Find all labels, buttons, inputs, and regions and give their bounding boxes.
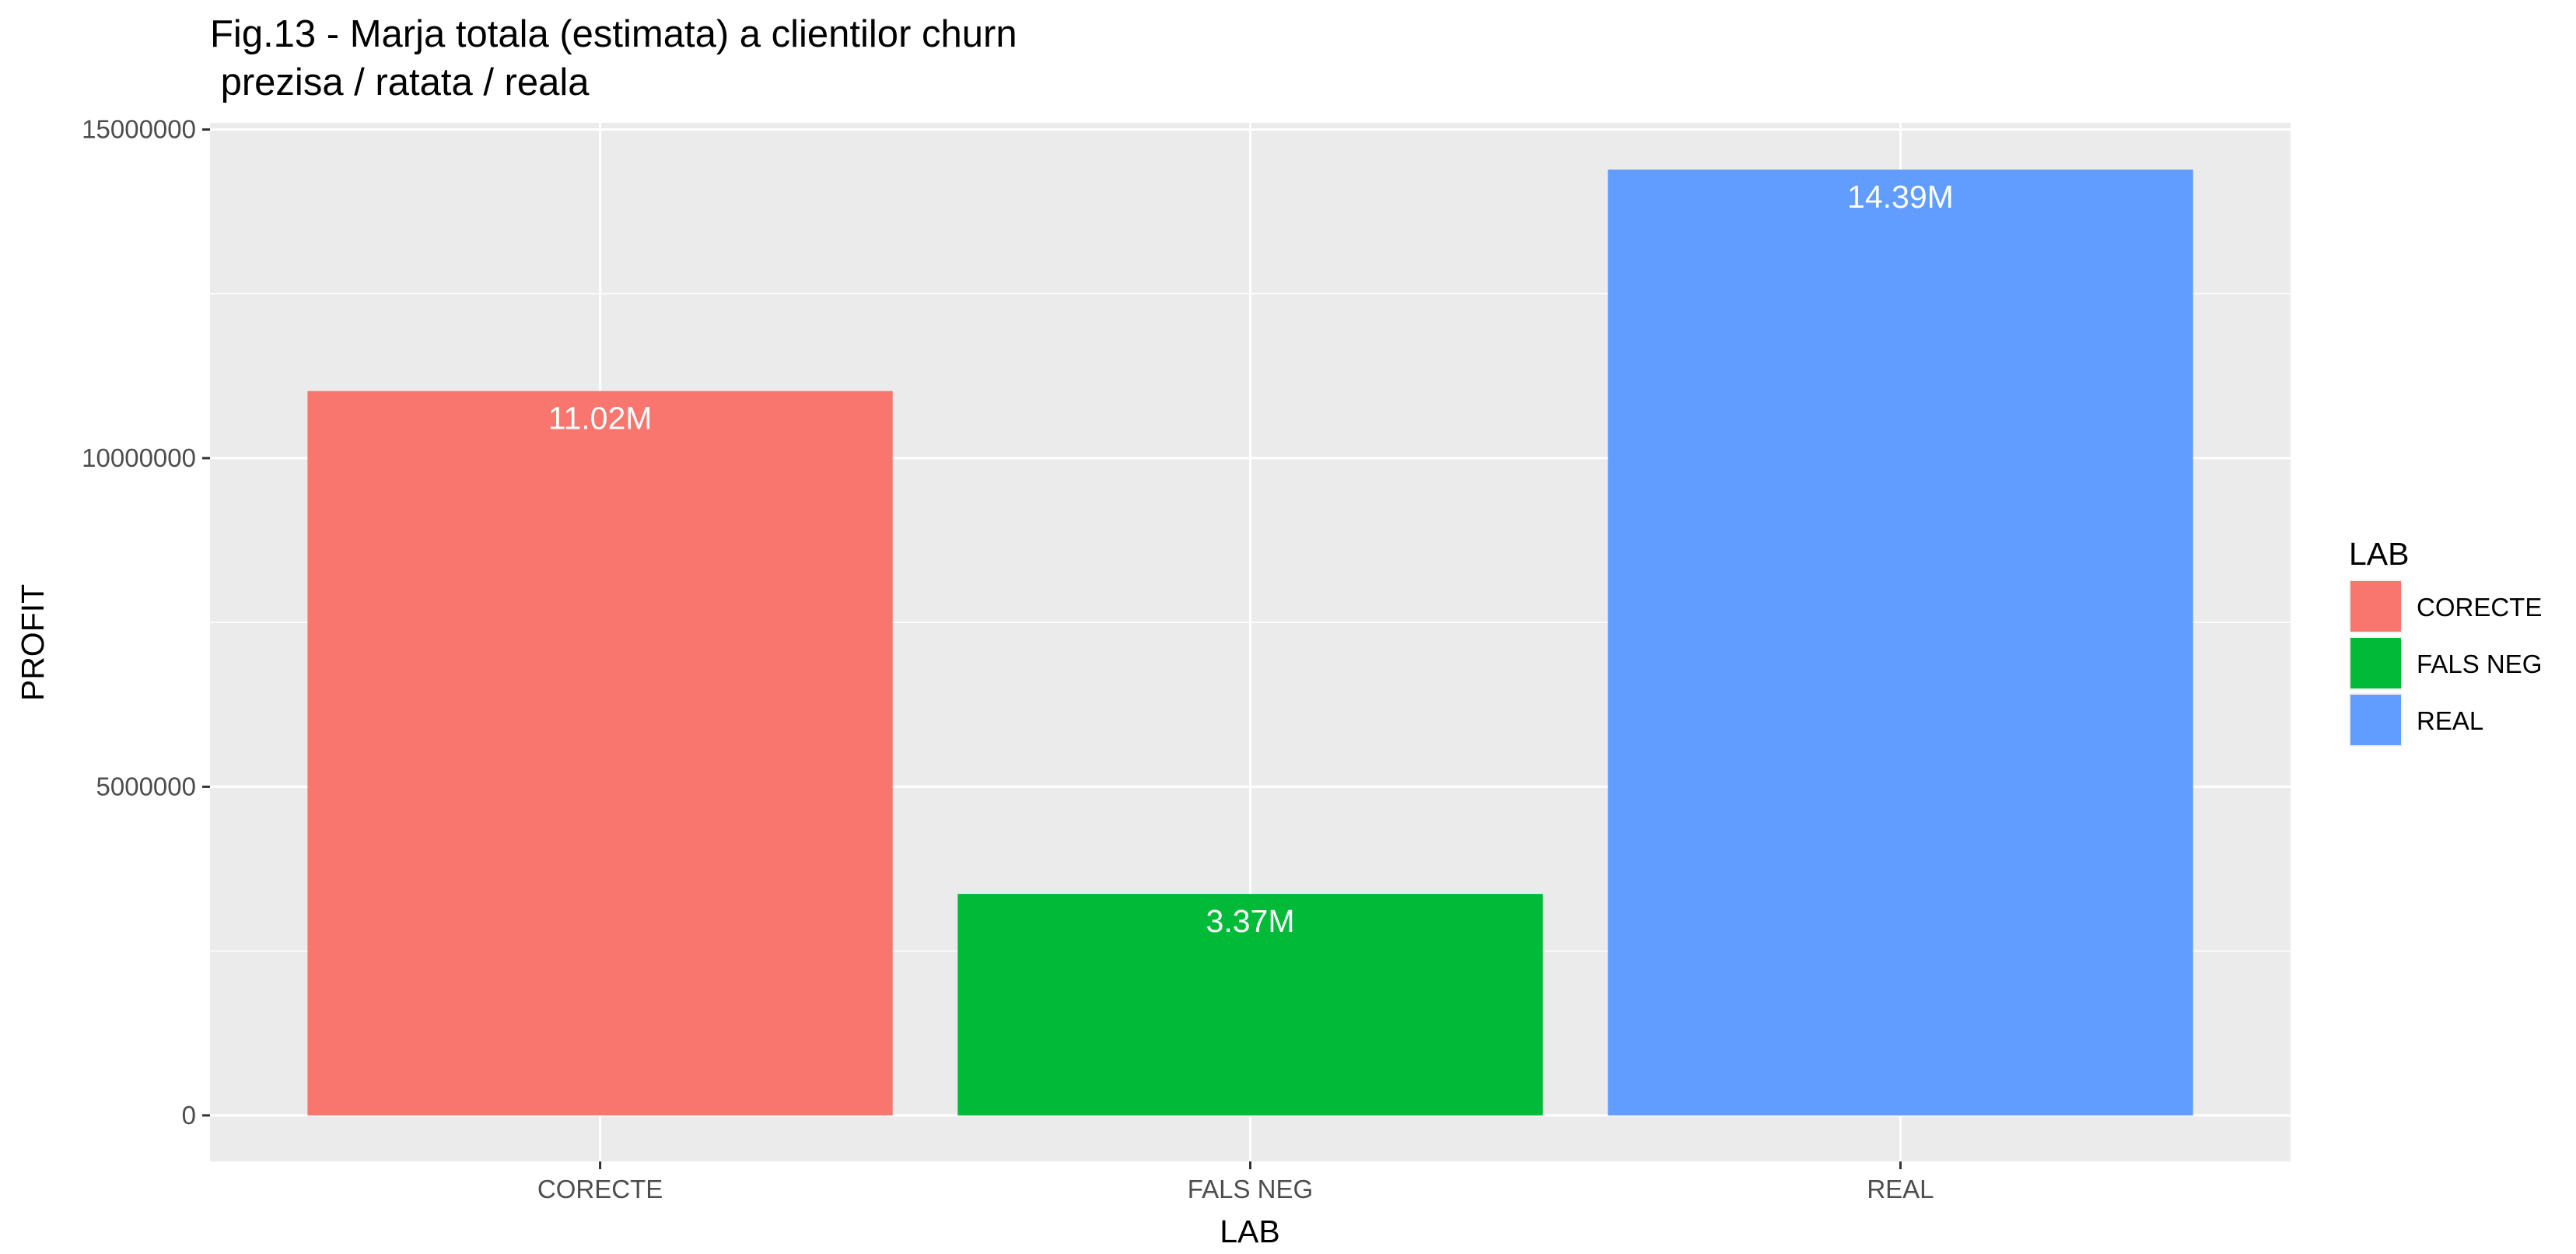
x-axis-title: LAB [1220,1214,1280,1249]
legend-title: LAB [2349,536,2410,572]
x-axis: CORECTE FALS NEG REAL [537,1161,1934,1203]
legend-label: FALS NEG [2417,650,2542,678]
bars [307,169,2193,1116]
bar-corecte [307,391,893,1116]
chart-title-line-1: Fig.13 - Marja totala (estimata) a clien… [210,13,1017,55]
y-tick-label: 15000000 [82,114,196,143]
data-label: 3.37M [1206,903,1295,939]
bar-real [1608,169,2193,1116]
legend-swatch-real [2350,695,2401,745]
bar-fals-neg [957,894,1543,1116]
legend-label: REAL [2417,706,2483,735]
legend-label: CORECTE [2417,593,2542,622]
x-tick-label: CORECTE [537,1175,663,1203]
y-tick-label: 5000000 [96,772,196,800]
y-tick-label: 0 [182,1101,196,1130]
data-labels: 11.02M 3.37M 14.39M [548,179,1954,939]
data-label: 14.39M [1847,179,1954,215]
x-tick-label: REAL [1867,1175,1934,1203]
x-tick-label: FALS NEG [1188,1175,1313,1203]
y-tick-label: 10000000 [82,443,196,472]
data-label: 11.02M [548,401,653,436]
chart-title-line-2: prezisa / ratata / reala [210,61,590,103]
legend: LAB CORECTE FALS NEG REAL [2349,536,2542,747]
legend-swatch-fals-neg [2350,638,2401,688]
legend-swatch-corecte [2350,581,2401,632]
y-axis: 0 5000000 10000000 15000000 [82,114,210,1130]
y-axis-title: PROFIT [15,584,51,701]
